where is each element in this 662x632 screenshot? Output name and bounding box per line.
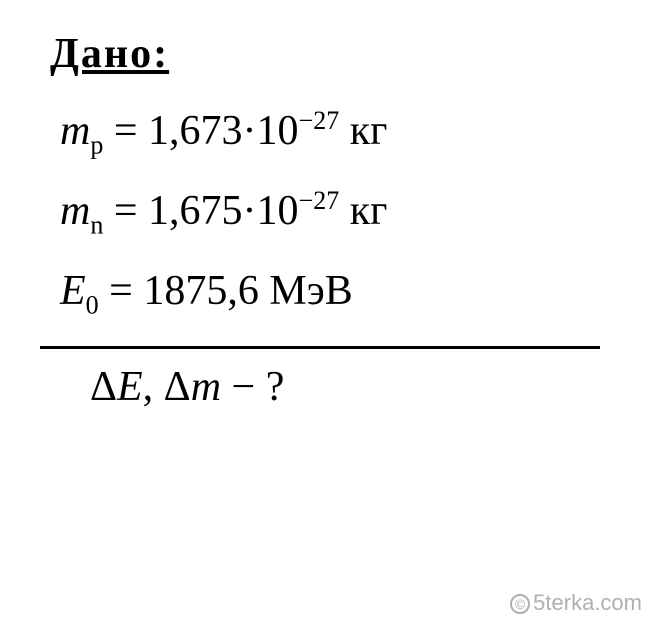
watermark: ©5terka.com bbox=[510, 590, 642, 616]
base-1: 10 bbox=[257, 108, 299, 154]
exp-2: −27 bbox=[299, 186, 340, 215]
formula-line-2: mn = 1,675·10−27 кг bbox=[40, 186, 622, 240]
unit-2: кг bbox=[339, 188, 387, 234]
mult-1: · bbox=[243, 108, 257, 154]
formula-line-1: mp = 1,673·10−27 кг bbox=[40, 106, 622, 160]
base-2: 10 bbox=[257, 188, 299, 234]
sub-0: 0 bbox=[86, 290, 99, 319]
exp-1: −27 bbox=[299, 106, 340, 135]
eq-1: = bbox=[103, 108, 148, 154]
watermark-text: 5terka.com bbox=[533, 590, 642, 615]
value-3: 1875,6 bbox=[143, 268, 259, 314]
sub-n: n bbox=[90, 211, 103, 240]
var-e0: E bbox=[60, 268, 86, 314]
var-dm: m bbox=[191, 364, 221, 410]
unit-1: кг bbox=[339, 108, 387, 154]
eq-3: = bbox=[99, 268, 144, 314]
copyright-icon: © bbox=[510, 594, 530, 614]
coeff-2: 1,675 bbox=[148, 188, 243, 234]
var-de: E bbox=[117, 364, 143, 410]
given-heading: Дано: bbox=[40, 30, 622, 78]
eq-2: = bbox=[103, 188, 148, 234]
var-mp: m bbox=[60, 108, 90, 154]
delta-m-symbol: Δ bbox=[164, 364, 191, 410]
delta-e-symbol: Δ bbox=[90, 364, 117, 410]
question-tail: − ? bbox=[221, 364, 284, 410]
divider-line bbox=[40, 346, 600, 349]
formula-line-3: E0 = 1875,6 МэВ bbox=[40, 267, 622, 320]
sep: , bbox=[143, 364, 164, 410]
coeff-1: 1,673 bbox=[148, 108, 243, 154]
sub-p: p bbox=[90, 130, 103, 159]
question-line: ΔE, Δm − ? bbox=[40, 363, 622, 411]
var-mn: m bbox=[60, 188, 90, 234]
unit-3: МэВ bbox=[259, 268, 353, 314]
mult-2: · bbox=[243, 188, 257, 234]
